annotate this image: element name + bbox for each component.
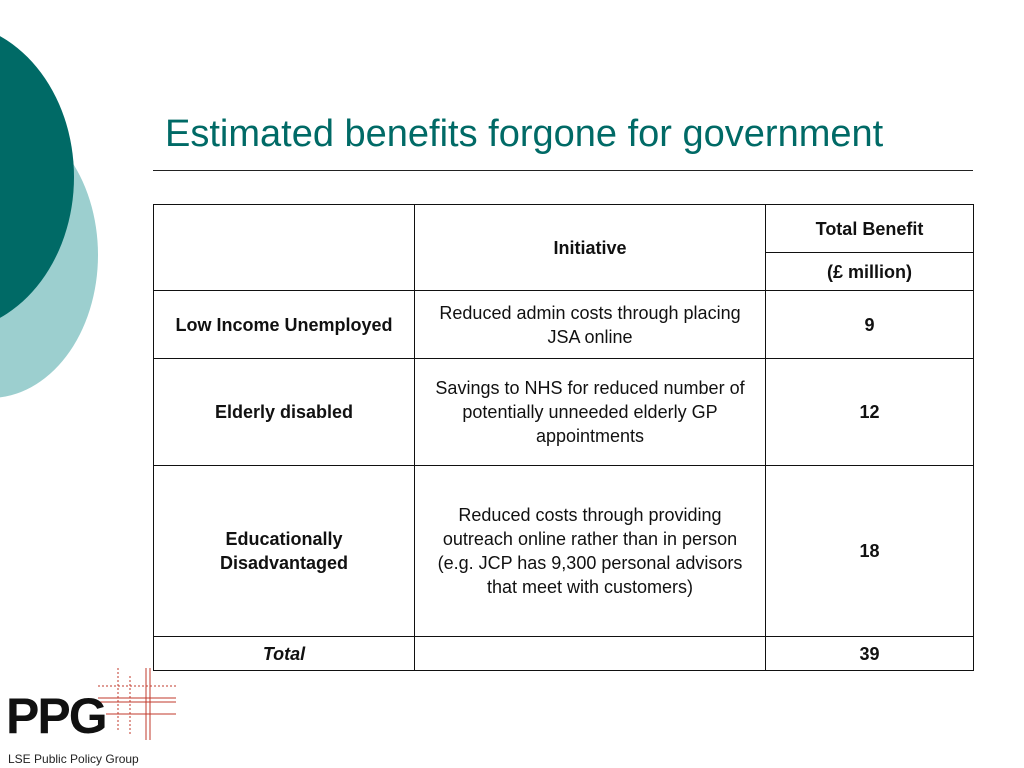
logo-subtitle: LSE Public Policy Group [8,752,139,766]
total-initiative-empty [414,636,766,671]
total-benefit-value: 39 [765,636,974,671]
row-group-label: Educationally Disadvantaged [153,465,415,637]
row-initiative: Reduced admin costs through placing JSA … [414,290,766,359]
table-row: Low Income Unemployed Reduced admin cost… [153,290,974,359]
header-unit: (£ million) [765,252,974,291]
row-group-label: Low Income Unemployed [153,290,415,359]
table-header-unit-row: (£ million) [154,252,974,291]
slide-title: Estimated benefits forgone for governmen… [165,113,884,155]
table-row: Elderly disabled Savings to NHS for redu… [153,358,974,466]
total-label: Total [153,636,415,671]
logo-mark: PPG [6,688,108,744]
header-empty-cell [153,204,415,291]
table-total-row: Total 39 [153,636,974,671]
table-header-row: Initiative Total Benefit [153,204,974,291]
ppg-logo-grid-icon [98,668,176,740]
table-row: Educationally Disadvantaged Reduced cost… [153,465,974,637]
title-divider [153,170,973,171]
row-benefit-value: 18 [765,465,974,637]
row-group-label: Elderly disabled [153,358,415,466]
row-benefit-value: 9 [765,290,974,359]
row-benefit-value: 12 [765,358,974,466]
header-initiative: Initiative [414,204,766,291]
header-total-benefit: Total Benefit [765,204,974,253]
benefits-table: Initiative Total Benefit (£ million) Low… [153,204,974,671]
row-initiative: Reduced costs through providing outreach… [414,465,766,637]
row-initiative: Savings to NHS for reduced number of pot… [414,358,766,466]
